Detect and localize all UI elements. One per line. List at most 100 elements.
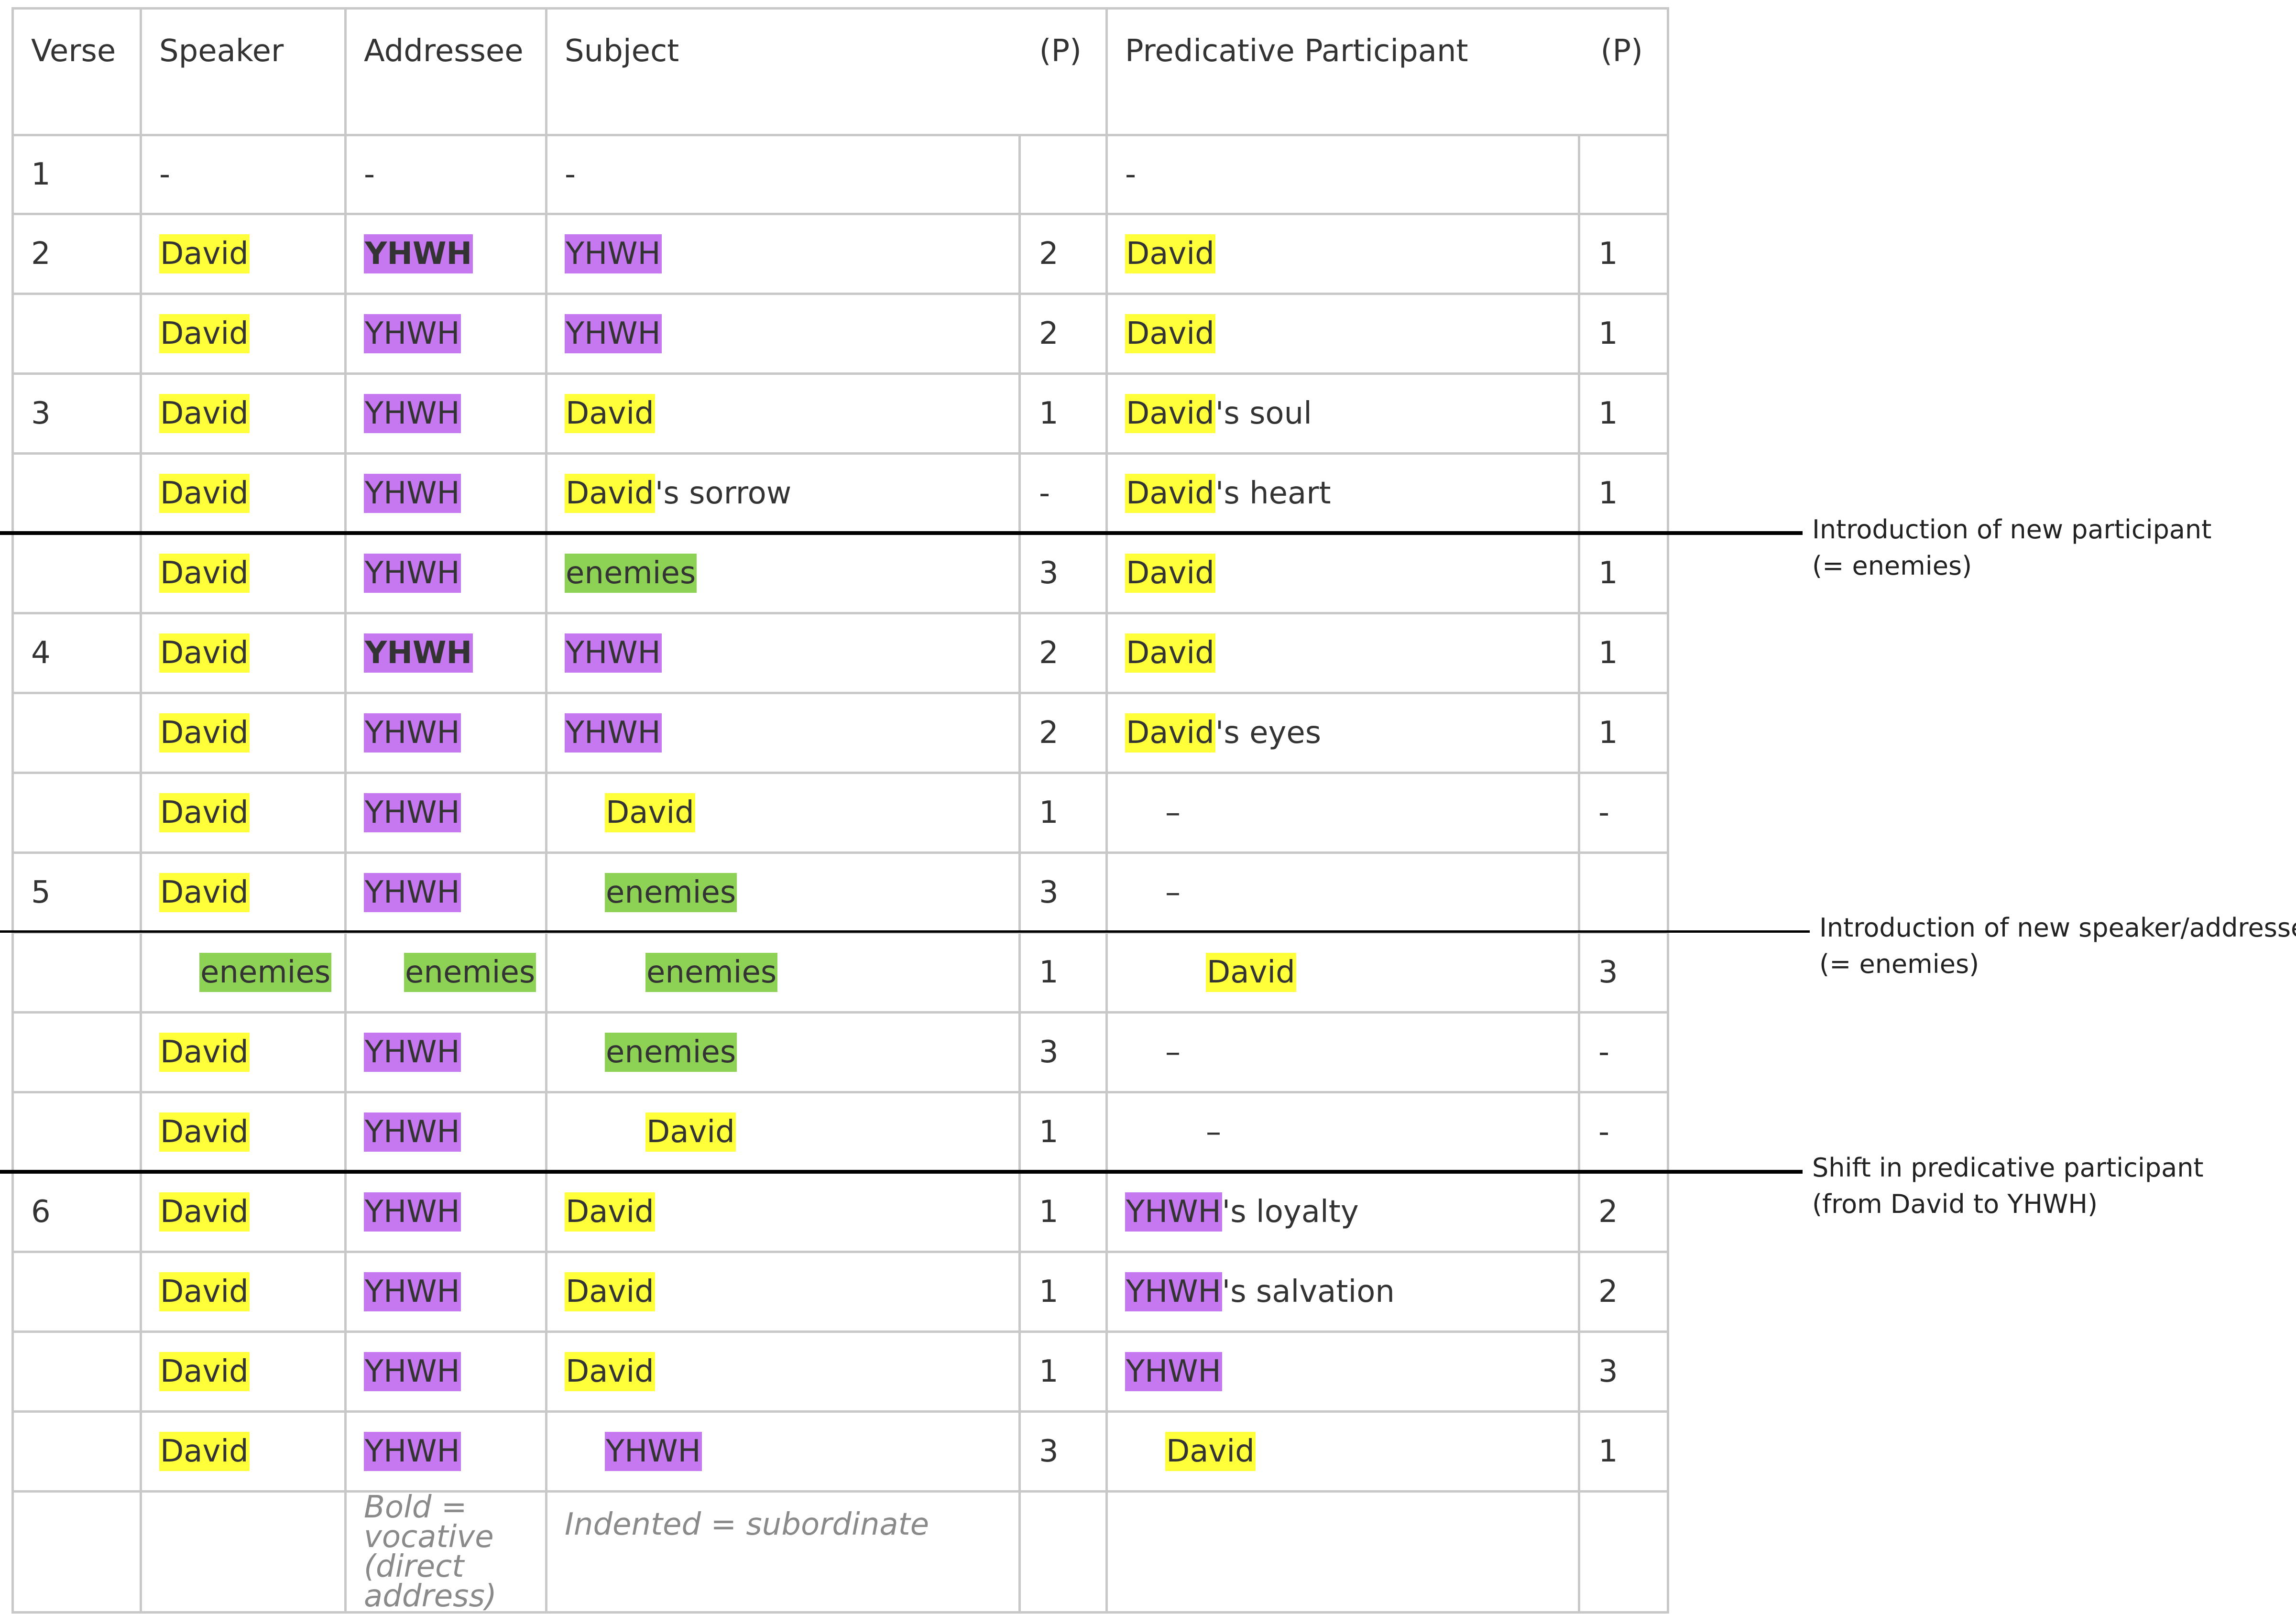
cell-addressee: YHWH xyxy=(344,1091,547,1173)
cell-pred: David's heart xyxy=(1105,452,1580,534)
cell-addressee: YHWH xyxy=(344,1410,547,1493)
annotation-line2: (from David to YHWH) xyxy=(1812,1189,2098,1219)
cell-speaker: David xyxy=(140,692,347,774)
subject-value: - xyxy=(565,157,576,192)
cell-pred_p: 1 xyxy=(1578,452,1669,534)
cell-subject_p: 2 xyxy=(1018,692,1108,774)
pred_p-value: 1 xyxy=(1598,635,1618,671)
speaker-value: David xyxy=(159,873,250,912)
cell-verse xyxy=(11,772,142,854)
table-row: David YHWH David's sorrow - David's heart 1 xyxy=(11,452,1669,534)
table-row: 6 David YHWH David 1 YHWH's loyalty 2 xyxy=(11,1171,1669,1253)
cell-verse: 5 xyxy=(11,851,142,934)
speaker-value: David xyxy=(159,793,250,832)
cell-subject: enemies xyxy=(545,851,1021,934)
cell-verse xyxy=(11,532,142,614)
table-body: 1- - - -2 David YHWH YHWH 2 David 1 David YHWH YHWH 2… xyxy=(11,134,1669,1493)
indent-note: Indented = subordinate xyxy=(545,1490,1021,1614)
cell-speaker: David xyxy=(140,213,347,295)
annotation-line1: Shift in predicative participant xyxy=(1812,1153,2204,1183)
subject-value: David xyxy=(605,793,695,832)
addressee-value: YHWH xyxy=(364,554,461,593)
header-subject: Subject (P) xyxy=(545,7,1108,136)
subject-value: David xyxy=(565,474,655,513)
pred-value: David xyxy=(1206,953,1296,992)
cell-subject: YHWH xyxy=(545,213,1021,295)
cell-subject: David xyxy=(545,1251,1021,1333)
speaker-value: David xyxy=(159,1112,250,1152)
pred-value: – xyxy=(1165,1035,1181,1070)
cell-pred: David xyxy=(1105,293,1580,375)
cell-verse: 6 xyxy=(11,1171,142,1253)
cell-pred_p: 3 xyxy=(1578,1330,1669,1413)
cell-pred: David xyxy=(1105,532,1580,614)
pred_p-value: 2 xyxy=(1598,1194,1618,1230)
subject-value: enemies xyxy=(645,953,778,992)
subject_p-value: 3 xyxy=(1039,556,1059,591)
annotation-new-participant: Introduction of new participant (= enemi… xyxy=(1812,512,2211,584)
pred-value: YHWH xyxy=(1125,1272,1222,1311)
cell-verse xyxy=(11,1091,142,1173)
speaker-value: David xyxy=(159,554,250,593)
cell-speaker: David xyxy=(140,1330,347,1413)
cell-subject_p: 1 xyxy=(1018,1171,1108,1253)
subject_p-value: 1 xyxy=(1039,396,1059,431)
addressee-value: YHWH xyxy=(364,234,473,273)
cell-verse: 2 xyxy=(11,213,142,295)
pred_p-value: - xyxy=(1598,795,1610,830)
cell-pred: YHWH's loyalty xyxy=(1105,1171,1580,1253)
addressee-value: YHWH xyxy=(364,1352,461,1391)
cell-pred: David's soul xyxy=(1105,372,1580,455)
cell-pred_p: 2 xyxy=(1578,1251,1669,1333)
cell-subject_p: 1 xyxy=(1018,1330,1108,1413)
table-row: David YHWH David 1 YHWH 3 xyxy=(11,1330,1669,1413)
cell-pred_p: 1 xyxy=(1578,612,1669,694)
subject_p-value: 2 xyxy=(1039,635,1059,671)
subject_p-value: 1 xyxy=(1039,1114,1059,1150)
cell-verse xyxy=(11,1410,142,1493)
cell-addressee: YHWH xyxy=(344,612,547,694)
table-row: 5 David YHWH enemies 3 – xyxy=(11,851,1669,934)
table-row: David YHWH YHWH 2 David's eyes 1 xyxy=(11,692,1669,774)
addressee-value: YHWH xyxy=(364,1192,461,1232)
cell-pred: – xyxy=(1105,772,1580,854)
cell-pred: – xyxy=(1105,851,1580,934)
cell-subject_p: 1 xyxy=(1018,1251,1108,1333)
subject-value: David xyxy=(565,394,655,433)
cell-speaker: David xyxy=(140,772,347,854)
cell-subject_p: 1 xyxy=(1018,931,1108,1014)
cell-subject: YHWH xyxy=(545,1410,1021,1493)
verse-value: 3 xyxy=(31,396,51,431)
subject-value: David xyxy=(565,1352,655,1391)
cell-subject_p xyxy=(1018,134,1108,215)
subject_p-value: 1 xyxy=(1039,1274,1059,1309)
addressee-value: YHWH xyxy=(364,394,461,433)
table-row: David YHWH David 1 – - xyxy=(11,772,1669,854)
subject_p-value: 2 xyxy=(1039,715,1059,751)
speaker-value: David xyxy=(159,633,250,673)
addressee-value: YHWH xyxy=(364,713,461,752)
cell-subject_p: 1 xyxy=(1018,372,1108,455)
divider-predicative-shift xyxy=(0,1170,1803,1174)
cell-pred_p: 1 xyxy=(1578,213,1669,295)
annotation-line2: (= enemies) xyxy=(1819,949,1979,979)
subject_p-value: 2 xyxy=(1039,236,1059,272)
notes-empty-cell xyxy=(1105,1490,1580,1614)
addressee-value: YHWH xyxy=(364,1432,461,1471)
cell-addressee: YHWH xyxy=(344,1171,547,1253)
cell-verse xyxy=(11,931,142,1014)
cell-speaker: David xyxy=(140,851,347,934)
cell-speaker: David xyxy=(140,372,347,455)
cell-subject_p: 2 xyxy=(1018,293,1108,375)
cell-speaker: - xyxy=(140,134,347,215)
subject_p-value: - xyxy=(1039,476,1050,511)
cell-pred_p: - xyxy=(1578,772,1669,854)
cell-speaker: David xyxy=(140,1011,347,1093)
cell-subject: David xyxy=(545,1091,1021,1173)
cell-verse xyxy=(11,1251,142,1333)
speaker-value: David xyxy=(159,1432,250,1471)
cell-pred: - xyxy=(1105,134,1580,215)
table-row: 4 David YHWH YHWH 2 David 1 xyxy=(11,612,1669,694)
cell-pred: David xyxy=(1105,1410,1580,1493)
cell-pred: – xyxy=(1105,1091,1580,1173)
